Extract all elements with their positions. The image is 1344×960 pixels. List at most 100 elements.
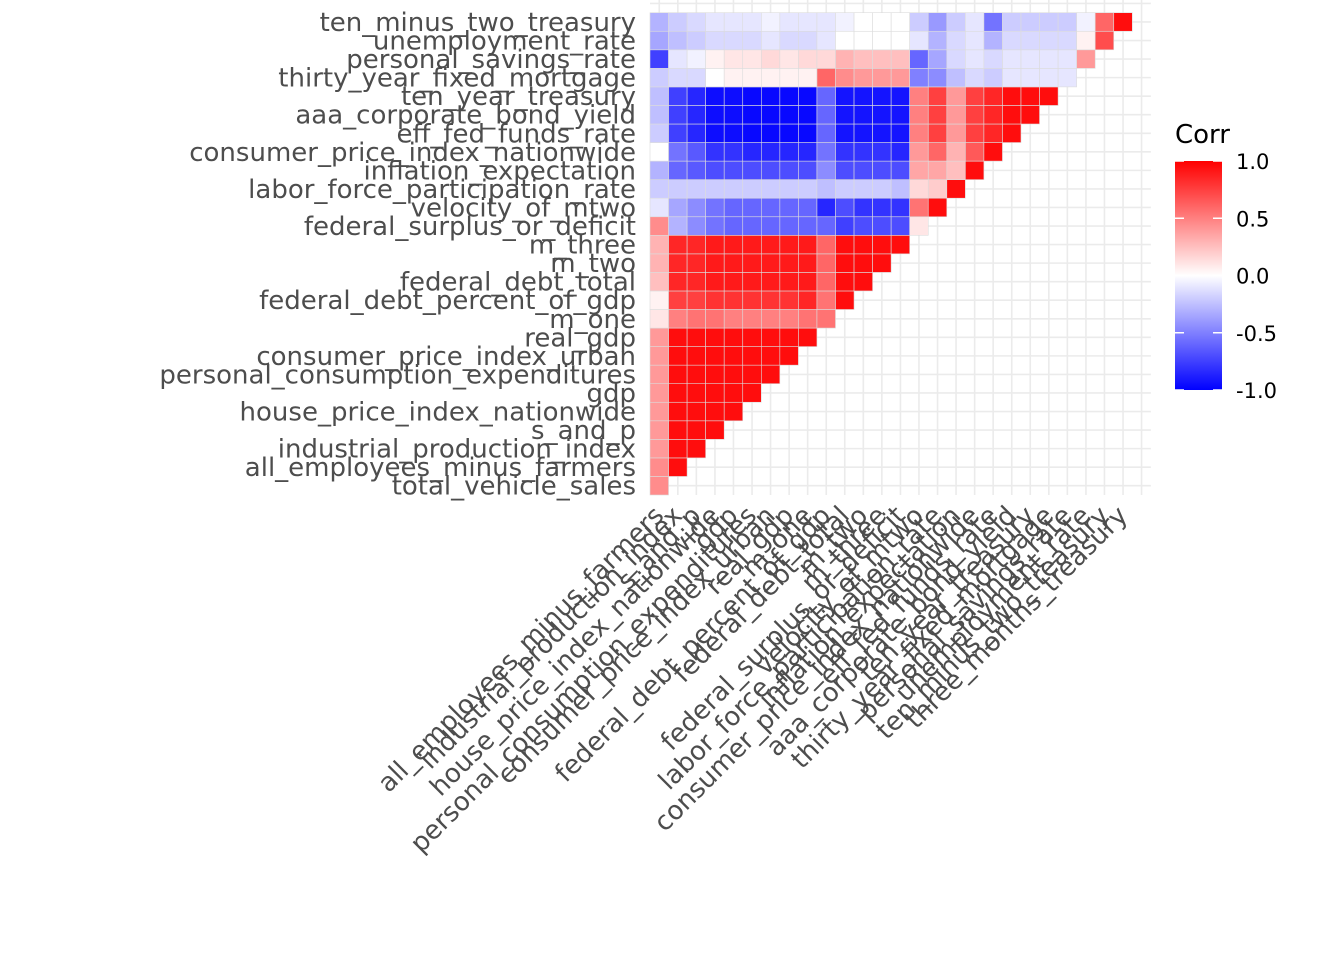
heatmap-tile (723, 86, 744, 106)
heatmap-tile (816, 179, 836, 199)
heatmap-tile (723, 179, 744, 199)
y-tick-label: consumer_price_index_nationwide (189, 138, 636, 168)
heatmap-tile (927, 142, 948, 162)
heatmap-tile (668, 12, 688, 32)
heatmap-tile (816, 235, 836, 255)
heatmap-tile (705, 235, 725, 255)
heatmap-tile (1057, 12, 1077, 32)
legend-tick-label: 1.0 (1236, 150, 1269, 174)
heatmap-tile (798, 253, 818, 273)
heatmap-tile (835, 253, 855, 273)
heatmap-tile (686, 49, 706, 69)
heatmap-tile (649, 383, 669, 403)
heatmap-tile (723, 49, 744, 69)
heatmap-tile (909, 216, 929, 236)
heatmap-tile (742, 290, 762, 310)
heatmap-tile (872, 68, 892, 88)
heatmap-tile (1002, 86, 1022, 106)
heatmap-tile (779, 290, 799, 310)
heatmap-tile (1002, 68, 1022, 88)
heatmap-tile (1076, 30, 1096, 51)
heatmap-tile (890, 49, 911, 69)
heatmap-tile (779, 179, 799, 199)
y-tick-label: m_two (550, 249, 636, 279)
heatmap-tile (890, 197, 911, 218)
heatmap-tile (890, 86, 911, 106)
heatmap-tile (779, 142, 799, 162)
heatmap-tile (946, 142, 966, 162)
heatmap-tile (705, 364, 725, 384)
heatmap-tile (649, 142, 669, 162)
heatmap-tile (909, 197, 929, 218)
heatmap-tile (723, 364, 744, 384)
heatmap-tile (965, 86, 985, 106)
heatmap-tile (705, 327, 725, 347)
heatmap-tile (816, 68, 836, 88)
heatmap-tile (927, 68, 948, 88)
heatmap-tile (965, 68, 985, 88)
heatmap-tile (835, 235, 855, 255)
heatmap-tile (760, 179, 781, 199)
heatmap-tile (890, 105, 911, 125)
heatmap-tile (649, 86, 669, 106)
heatmap-tile (760, 12, 781, 32)
heatmap-tile (760, 160, 781, 180)
heatmap-tile (946, 105, 966, 125)
heatmap-tile (779, 309, 799, 329)
heatmap-tile (872, 86, 892, 106)
heatmap-tile (705, 12, 725, 32)
heatmap-tile (890, 12, 911, 32)
heatmap-tile (779, 86, 799, 106)
heatmap-tile (872, 12, 892, 32)
heatmap-tile (723, 12, 744, 32)
heatmap-tile (705, 123, 725, 143)
heatmap-tile (686, 68, 706, 88)
heatmap-tile (649, 439, 669, 459)
heatmap-tile (705, 160, 725, 180)
y-tick-label: eff_fed_funds_rate (396, 119, 636, 149)
heatmap-tile (705, 346, 725, 366)
heatmap-tile (668, 420, 688, 440)
heatmap-tile (890, 68, 911, 88)
heatmap-tile (668, 235, 688, 255)
heatmap-tile (705, 68, 725, 88)
heatmap-tile (686, 179, 706, 199)
heatmap-tile (686, 86, 706, 106)
heatmap-tile (742, 86, 762, 106)
heatmap-tile (946, 179, 966, 199)
heatmap-tile (649, 68, 669, 88)
heatmap-tile (1002, 30, 1022, 51)
y-tick-label: consumer_price_index_urban (256, 342, 636, 372)
heatmap-tile (798, 86, 818, 106)
heatmap-tile (835, 68, 855, 88)
heatmap-tile (1020, 105, 1040, 125)
heatmap-tile (965, 30, 985, 51)
heatmap-tile (686, 346, 706, 366)
heatmap-tile (760, 253, 781, 273)
heatmap-tile (853, 235, 873, 255)
heatmap-tile (1094, 12, 1115, 32)
heatmap-tile (742, 12, 762, 32)
heatmap-tile (686, 439, 706, 459)
heatmap-tile (909, 105, 929, 125)
heatmap-tile (779, 216, 799, 236)
heatmap-tile (798, 179, 818, 199)
heatmap-tile (723, 30, 744, 51)
heatmap-tile (798, 235, 818, 255)
heatmap-tile (983, 86, 1003, 106)
heatmap-tile (649, 216, 669, 236)
heatmap-tile (686, 12, 706, 32)
heatmap-tile (779, 346, 799, 366)
heatmap-tile (853, 105, 873, 125)
heatmap-tile (816, 105, 836, 125)
heatmap-tile (890, 179, 911, 199)
heatmap-tile (686, 364, 706, 384)
heatmap-tile (798, 12, 818, 32)
heatmap-tile (1002, 123, 1022, 143)
heatmap-tile (798, 272, 818, 292)
heatmap-tile (760, 346, 781, 366)
heatmap-tile (909, 160, 929, 180)
heatmap-tiles (649, 12, 1133, 496)
heatmap-tile (835, 86, 855, 106)
heatmap-tile (705, 49, 725, 69)
